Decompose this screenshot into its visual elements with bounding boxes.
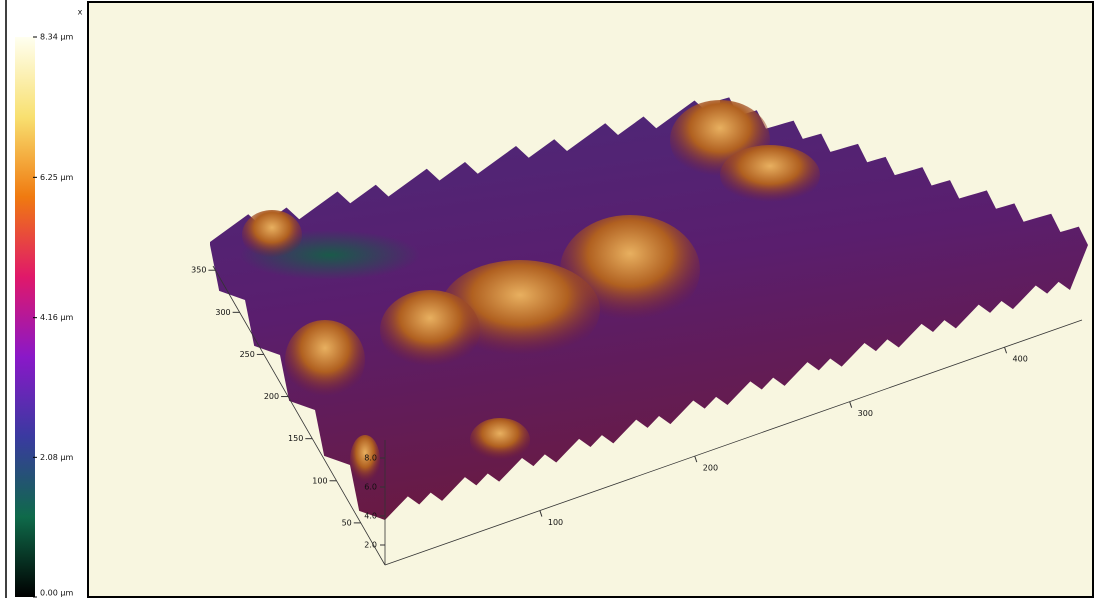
x-tick-label: 200 (703, 464, 718, 473)
y-tick-label: 150 (288, 434, 303, 443)
colorbar-label: 8.34 µm (40, 33, 73, 42)
colorbar-label: 0.00 µm (40, 589, 73, 598)
y-tick-label: 50 (342, 518, 352, 527)
colorbar-label: 4.16 µm (40, 313, 73, 322)
y-tick-label: 100 (312, 476, 327, 485)
surface-peak (720, 145, 820, 205)
colorbar-label: 6.25 µm (40, 173, 73, 182)
y-tick-label: 350 (191, 266, 206, 275)
surface-peak (285, 320, 365, 400)
y-tick-label: 200 (264, 392, 279, 401)
z-tick-label: 2.0 (364, 541, 377, 550)
x-tick-label: 400 (1013, 355, 1028, 364)
x-tick-label: 100 (548, 518, 563, 527)
z-tick-label: 6.0 (364, 483, 377, 492)
colorbar (15, 37, 35, 597)
close-button[interactable]: x (78, 8, 83, 17)
surface-peak (470, 418, 530, 462)
colorbar-label: 2.08 µm (40, 453, 73, 462)
z-tick-label: 4.0 (364, 512, 377, 521)
surface-peak (380, 290, 480, 370)
z-tick-label: 8.0 (364, 454, 377, 463)
y-tick-label: 250 (240, 350, 255, 359)
x-tick-label: 300 (858, 409, 873, 418)
y-tick-label: 300 (215, 308, 230, 317)
viewer: x 8.34 µm 6.25 µm 4.16 µm 2.08 µm 0.00 µm 100… (0, 0, 1094, 598)
surface-peak (242, 210, 302, 260)
